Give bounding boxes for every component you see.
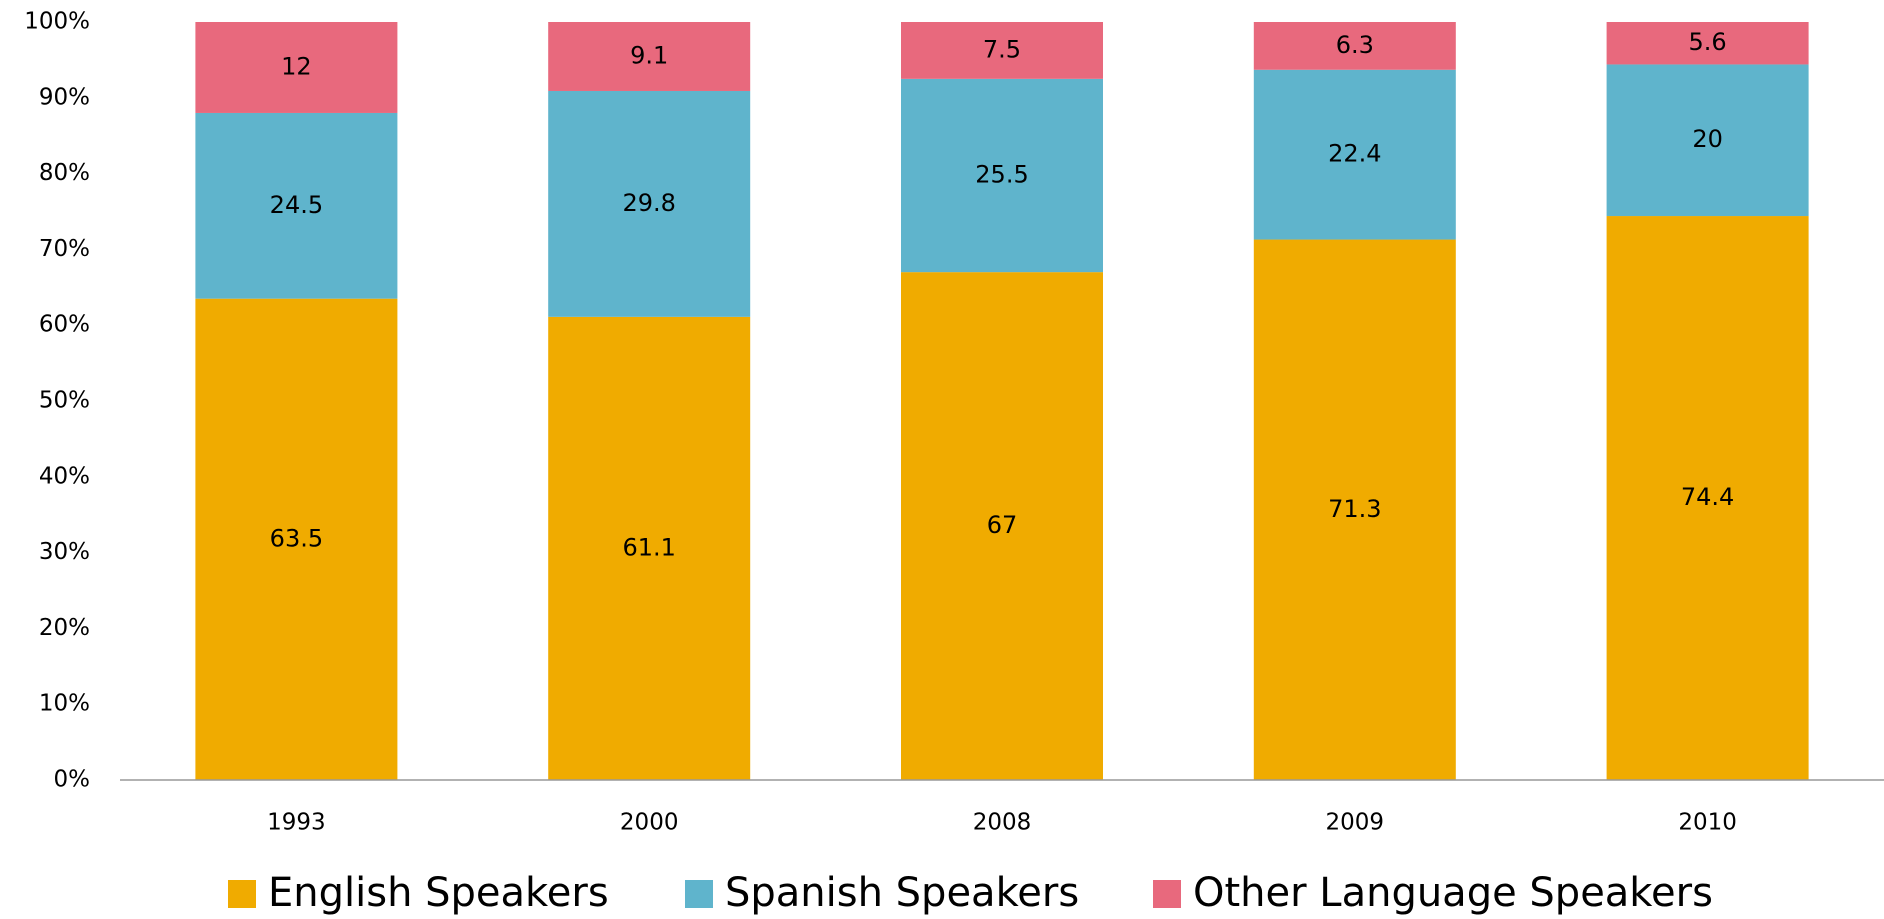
- data-label: 7.5: [983, 35, 1021, 63]
- legend-label: Other Language Speakers: [1193, 870, 1713, 916]
- bar-segment: [195, 22, 398, 113]
- legend-swatch: [1153, 880, 1181, 908]
- y-tick-label: 40%: [39, 463, 90, 489]
- data-label: 29.8: [622, 189, 675, 217]
- data-label: 6.3: [1336, 31, 1374, 59]
- y-tick-label: 30%: [39, 539, 90, 565]
- data-label: 20: [1692, 125, 1723, 153]
- bar-segment: [1606, 22, 1809, 65]
- data-label: 5.6: [1689, 28, 1727, 56]
- bar-segment: [1253, 239, 1456, 780]
- legend-label: English Speakers: [268, 870, 609, 916]
- data-label: 74.4: [1681, 483, 1734, 511]
- y-tick-label: 60%: [39, 312, 90, 338]
- bar-segment: [548, 90, 751, 317]
- legend-label: Spanish Speakers: [725, 870, 1079, 916]
- bar-segment: [1606, 216, 1809, 781]
- data-label: 12: [281, 52, 312, 80]
- y-tick-label: 70%: [39, 236, 90, 262]
- bar-segment: [1253, 22, 1456, 70]
- y-tick-label: 0%: [54, 767, 91, 793]
- data-label: 71.3: [1328, 495, 1381, 523]
- x-tick-label: 2009: [1326, 810, 1385, 836]
- x-tick-label: 2010: [1678, 810, 1737, 836]
- legend-swatch: [685, 880, 713, 908]
- data-label: 9.1: [630, 41, 668, 69]
- bar-segment: [195, 112, 398, 299]
- x-tick-label: 2008: [973, 810, 1032, 836]
- data-label: 25.5: [975, 160, 1028, 188]
- bar-segment: [195, 298, 398, 780]
- data-label: 63.5: [270, 524, 323, 552]
- bar-segment: [1606, 64, 1809, 217]
- x-tick-label: 1993: [267, 810, 326, 836]
- y-tick-label: 90%: [39, 84, 90, 110]
- bar-segment: [1253, 69, 1456, 240]
- y-tick-label: 100%: [24, 9, 90, 35]
- bar-segment: [901, 22, 1103, 79]
- bar-segment: [901, 272, 1103, 780]
- bar-segment: [548, 316, 751, 780]
- y-tick-label: 50%: [39, 388, 90, 414]
- x-tick-label: 2000: [620, 810, 679, 836]
- y-tick-label: 10%: [39, 691, 90, 717]
- data-label: 61.1: [622, 533, 675, 561]
- y-tick-label: 80%: [39, 160, 90, 186]
- legend-swatch: [228, 880, 256, 908]
- data-label: 22.4: [1328, 140, 1381, 168]
- bar-segment: [548, 22, 751, 91]
- y-tick-label: 20%: [39, 615, 90, 641]
- data-label: 67: [987, 511, 1018, 539]
- bar-segment: [901, 78, 1103, 273]
- data-label: 24.5: [270, 191, 323, 219]
